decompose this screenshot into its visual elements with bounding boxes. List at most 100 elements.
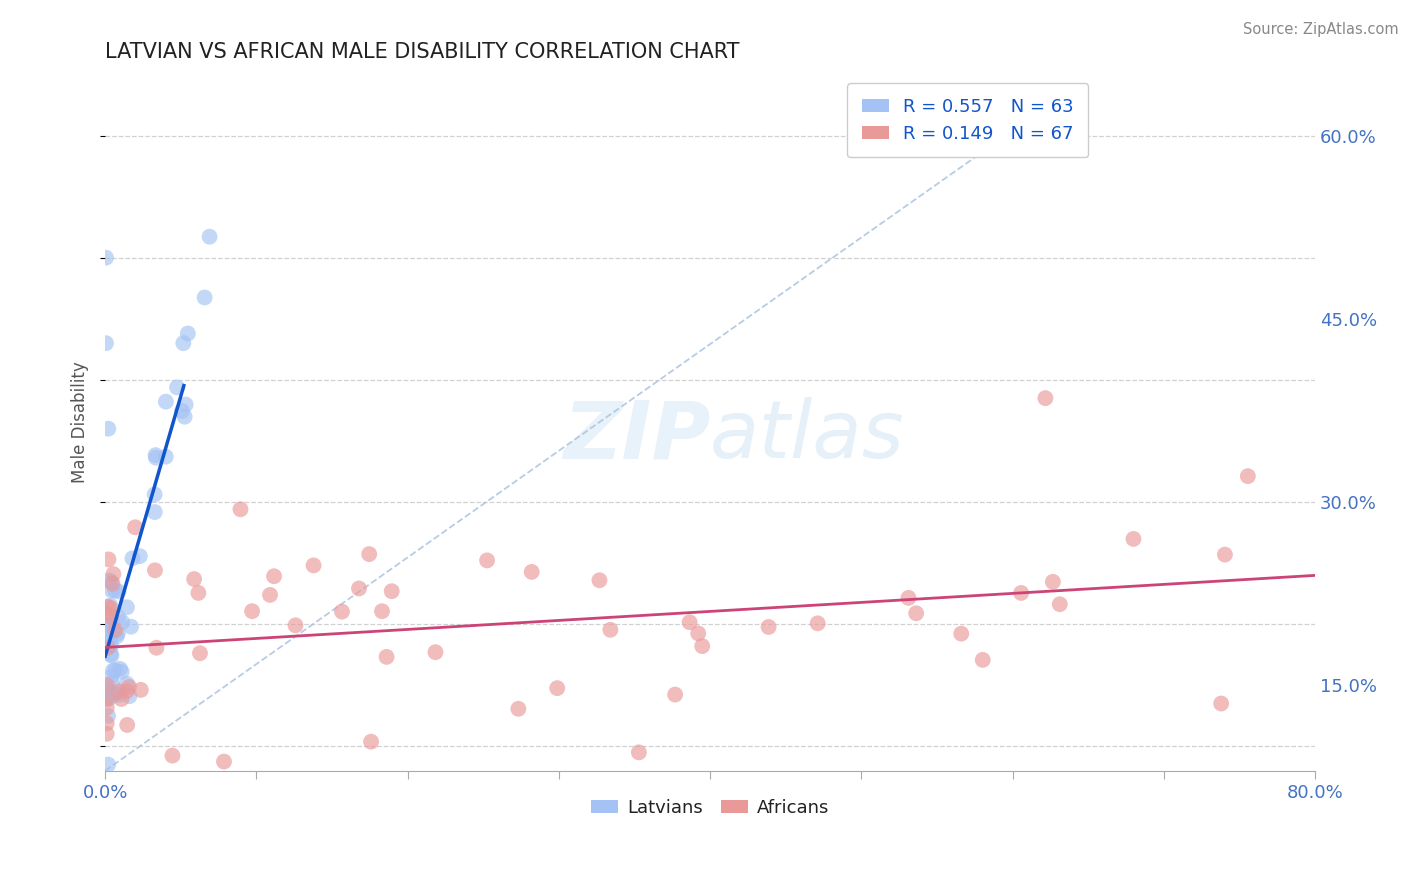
Point xyxy=(115,684,138,698)
Point xyxy=(128,549,150,563)
Point xyxy=(97,757,120,772)
Point xyxy=(96,687,118,701)
Point xyxy=(302,558,325,573)
Point xyxy=(174,398,197,412)
Point xyxy=(284,618,307,632)
Point xyxy=(546,681,568,695)
Point xyxy=(97,709,120,723)
Point xyxy=(98,639,121,653)
Point xyxy=(103,567,125,582)
Point xyxy=(229,502,252,516)
Text: LATVIAN VS AFRICAN MALE DISABILITY CORRELATION CHART: LATVIAN VS AFRICAN MALE DISABILITY CORRE… xyxy=(105,42,740,62)
Point xyxy=(98,691,121,706)
Point xyxy=(108,662,131,676)
Point xyxy=(107,584,129,599)
Point xyxy=(599,623,621,637)
Point xyxy=(187,586,209,600)
Point xyxy=(104,583,127,598)
Point xyxy=(120,620,142,634)
Point xyxy=(104,686,127,700)
Point xyxy=(240,604,263,618)
Point xyxy=(143,487,166,501)
Point xyxy=(145,640,167,655)
Point xyxy=(101,583,124,598)
Point xyxy=(104,663,127,677)
Text: Source: ZipAtlas.com: Source: ZipAtlas.com xyxy=(1243,22,1399,37)
Point xyxy=(107,684,129,698)
Point xyxy=(96,727,118,741)
Point xyxy=(118,680,141,694)
Point xyxy=(166,380,188,394)
Point xyxy=(97,422,120,436)
Point xyxy=(96,716,118,731)
Point xyxy=(183,572,205,586)
Point xyxy=(101,576,124,591)
Point xyxy=(107,610,129,624)
Point xyxy=(1049,597,1071,611)
Point xyxy=(97,634,120,648)
Point xyxy=(96,634,118,648)
Point xyxy=(807,616,830,631)
Point xyxy=(100,624,122,638)
Point xyxy=(173,409,195,424)
Point xyxy=(1035,391,1057,405)
Point xyxy=(897,591,920,605)
Point xyxy=(678,615,700,630)
Point xyxy=(381,584,404,599)
Point xyxy=(98,607,121,622)
Point xyxy=(100,648,122,662)
Point xyxy=(103,624,125,638)
Point xyxy=(96,678,118,692)
Point xyxy=(145,448,167,462)
Point xyxy=(375,649,398,664)
Point xyxy=(1237,469,1260,483)
Point xyxy=(115,600,138,615)
Point xyxy=(100,670,122,684)
Point xyxy=(118,689,141,703)
Point xyxy=(155,450,177,464)
Point xyxy=(330,605,353,619)
Point xyxy=(143,563,166,577)
Text: atlas: atlas xyxy=(710,398,905,475)
Point xyxy=(97,599,120,614)
Point xyxy=(94,336,117,351)
Point xyxy=(129,682,152,697)
Point xyxy=(1122,532,1144,546)
Point xyxy=(371,604,394,618)
Point xyxy=(520,565,543,579)
Point xyxy=(627,745,650,759)
Point xyxy=(101,617,124,632)
Point xyxy=(100,610,122,624)
Point xyxy=(170,404,193,418)
Point xyxy=(162,748,184,763)
Point xyxy=(177,326,200,341)
Point xyxy=(950,626,973,640)
Point xyxy=(115,677,138,691)
Point xyxy=(145,450,167,465)
Point xyxy=(108,688,131,702)
Point xyxy=(96,700,118,714)
Point xyxy=(347,582,370,596)
Point xyxy=(143,505,166,519)
Point xyxy=(107,626,129,640)
Point xyxy=(758,620,780,634)
Text: ZIP: ZIP xyxy=(562,398,710,475)
Point xyxy=(98,601,121,615)
Point xyxy=(905,607,928,621)
Point xyxy=(98,685,121,699)
Point xyxy=(263,569,285,583)
Point xyxy=(1211,697,1233,711)
Point xyxy=(972,653,994,667)
Point xyxy=(155,394,177,409)
Point xyxy=(100,639,122,653)
Point xyxy=(588,574,610,588)
Point xyxy=(188,646,211,660)
Point xyxy=(664,688,686,702)
Point xyxy=(198,229,221,244)
Point xyxy=(98,574,121,588)
Point xyxy=(475,553,498,567)
Point xyxy=(1042,574,1064,589)
Point xyxy=(100,575,122,590)
Point xyxy=(100,630,122,644)
Y-axis label: Male Disability: Male Disability xyxy=(72,361,89,483)
